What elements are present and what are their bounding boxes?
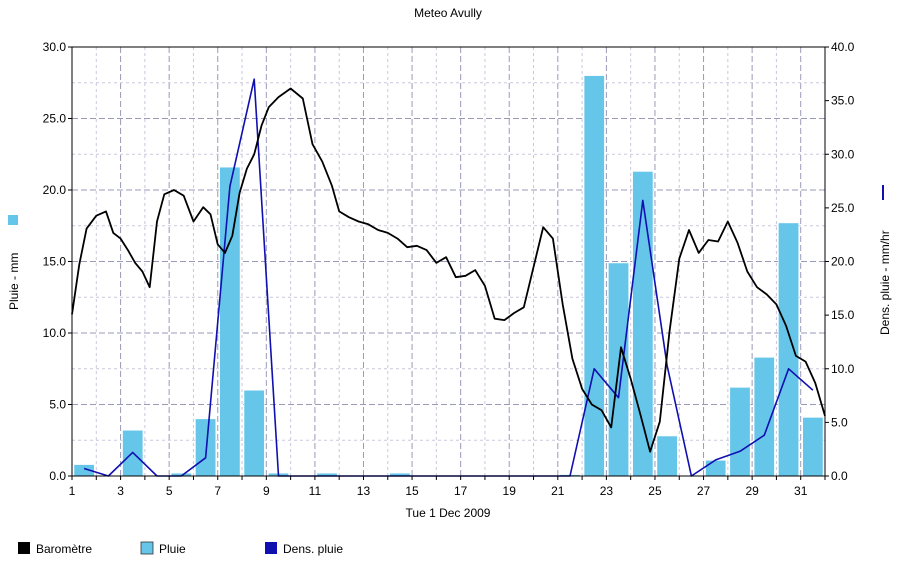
rain-bars xyxy=(73,75,824,477)
y-tick-label: 30.0 xyxy=(43,40,67,54)
y2-tick-label: 5.0 xyxy=(831,415,848,429)
rain-bar xyxy=(778,222,800,477)
x-tick-label: 5 xyxy=(166,484,173,498)
barometer-line xyxy=(71,87,826,453)
rain-bar xyxy=(729,387,751,477)
x-tick-label: 27 xyxy=(697,484,711,498)
x-tick-label: 15 xyxy=(405,484,419,498)
legend-swatch xyxy=(18,542,30,554)
legend-item: Dens. pluie xyxy=(265,542,343,556)
y2-tick-label: 20.0 xyxy=(831,255,855,269)
legend-item: Baromètre xyxy=(18,542,92,556)
x-tick-label: 23 xyxy=(600,484,614,498)
y2-tick-label: 0.0 xyxy=(831,469,848,483)
x-tick-label: 1 xyxy=(69,484,76,498)
y2-tick-label: 10.0 xyxy=(831,362,855,376)
x-tick-label: 31 xyxy=(794,484,808,498)
x-tick-label: 21 xyxy=(551,484,565,498)
y-axis-label: Pluie - mm xyxy=(7,253,21,310)
y2-tick-label: 40.0 xyxy=(831,40,855,54)
y-tick-label: 5.0 xyxy=(49,398,66,412)
series-lines xyxy=(71,78,826,477)
x-tick-label: 29 xyxy=(745,484,759,498)
x-axis-label: Tue 1 Dec 2009 xyxy=(406,506,491,520)
y-tick-label: 25.0 xyxy=(43,112,67,126)
y-tick-label: 15.0 xyxy=(43,255,67,269)
x-tick-label: 13 xyxy=(357,484,371,498)
y-tick-label: 0.0 xyxy=(49,469,66,483)
axes: 0.0 5.0 10.0 15.0 20.0 25.0 30.0 0.0 5.0 10.0 15.0… xyxy=(43,40,855,498)
rain-bar xyxy=(632,171,654,477)
rain-bar xyxy=(705,459,727,477)
chart-title: Meteo Avully xyxy=(414,6,482,20)
x-tick-label: 7 xyxy=(214,484,221,498)
y2-tick-label: 30.0 xyxy=(831,147,855,161)
left-axis-color-swatch xyxy=(8,215,18,225)
y2-tick-label: 25.0 xyxy=(831,201,855,215)
legend: Baromètre Pluie Dens. pluie xyxy=(18,541,343,556)
x-tick-label: 25 xyxy=(648,484,662,498)
x-tick-label: 9 xyxy=(263,484,270,498)
legend-label: Dens. pluie xyxy=(283,542,343,556)
x-tick-label: 3 xyxy=(117,484,124,498)
x-tick-label: 17 xyxy=(454,484,468,498)
rain-bar xyxy=(219,166,241,477)
legend-swatch xyxy=(265,542,277,554)
legend-item: Pluie xyxy=(140,541,186,556)
rain-bar xyxy=(802,417,824,477)
y2-axis-label: Dens. pluie - mm/hr xyxy=(878,230,892,335)
y-tick-label: 20.0 xyxy=(43,183,67,197)
x-tick-label: 11 xyxy=(309,484,322,498)
y2-tick-label: 35.0 xyxy=(831,94,855,108)
x-tick-label: 19 xyxy=(503,484,517,498)
y-tick-label: 10.0 xyxy=(43,326,67,340)
rain-bar xyxy=(195,418,217,477)
rain-bar xyxy=(243,389,265,477)
legend-label: Pluie xyxy=(159,542,186,556)
y2-tick-label: 15.0 xyxy=(831,308,855,322)
legend-swatch xyxy=(140,541,154,555)
rain-bar xyxy=(583,75,605,477)
legend-label: Baromètre xyxy=(36,542,92,556)
rain-bar xyxy=(656,435,678,477)
